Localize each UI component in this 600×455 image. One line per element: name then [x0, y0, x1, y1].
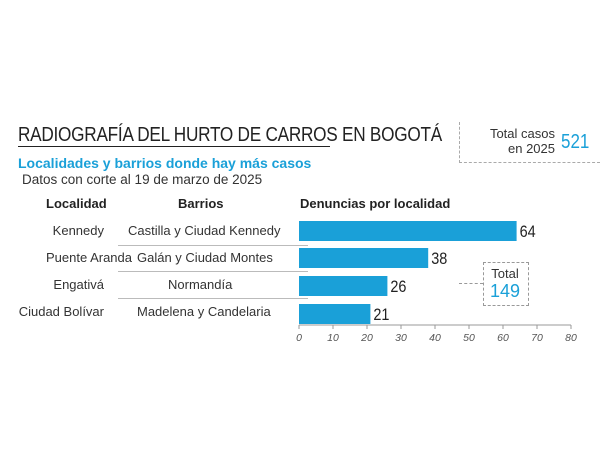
total-cases-value: 521: [561, 131, 590, 153]
data-cutoff-note: Datos con corte al 19 de marzo de 2025: [22, 172, 263, 187]
bar: [299, 276, 388, 296]
row-barrios: Normandía: [168, 277, 233, 292]
row-localidad: Kennedy: [52, 223, 104, 238]
column-header-barrios: Barrios: [178, 196, 224, 211]
bar: [299, 304, 371, 324]
x-tick-label: 30: [395, 332, 407, 344]
row-barrios: Galán y Ciudad Montes: [137, 250, 273, 265]
bar-value-label: 21: [373, 306, 389, 324]
row-localidad: Engativá: [53, 277, 104, 292]
title-underline: [18, 146, 330, 147]
x-tick-label: 10: [327, 332, 339, 344]
row-barrios: Madelena y Candelaria: [137, 304, 271, 319]
x-tick-label: 40: [429, 332, 441, 344]
total-cases-box: [459, 122, 600, 163]
x-tick-label: 50: [463, 332, 475, 344]
column-header-denuncias: Denuncias por localidad: [300, 196, 451, 211]
row-localidad: Ciudad Bolívar: [18, 304, 104, 319]
chart-subtitle: Localidades y barrios donde hay más caso…: [18, 155, 312, 171]
row-divider: [118, 245, 308, 246]
x-tick-label: 20: [360, 332, 373, 344]
row-divider: [118, 298, 308, 299]
column-header-localidad: Localidad: [46, 196, 107, 211]
bar-value-label: 64: [520, 223, 536, 241]
x-tick-label: 60: [497, 332, 509, 344]
x-tick-label: 70: [531, 332, 543, 344]
bar-value-label: 38: [431, 250, 447, 268]
x-tick-label: 0: [296, 332, 302, 344]
chart-title: RADIOGRAFÍA DEL HURTO DE CARROS EN BOGOT…: [18, 124, 442, 146]
bar-value-label: 26: [390, 278, 406, 296]
bar: [299, 248, 429, 268]
bar: [299, 221, 517, 241]
localities-total-label: Total: [491, 266, 519, 281]
row-barrios: Castilla y Ciudad Kennedy: [128, 223, 281, 238]
total-cases-label: Total casos en 2025: [489, 126, 555, 156]
row-divider: [118, 271, 308, 272]
x-tick-label: 80: [565, 332, 577, 344]
total-connector: [459, 283, 483, 284]
localities-total-value: 149: [489, 281, 521, 301]
localities-total-box: [483, 262, 529, 306]
row-localidad: Puente Aranda: [45, 250, 132, 265]
